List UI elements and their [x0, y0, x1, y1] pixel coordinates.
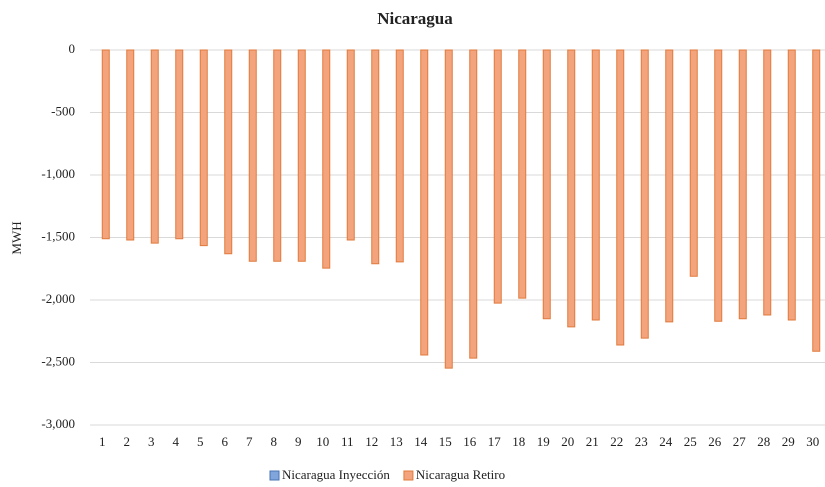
- bar: [787, 49, 796, 321]
- bar: [542, 49, 551, 320]
- x-tick-label: 10: [316, 434, 329, 449]
- x-tick-label: 29: [782, 434, 795, 449]
- chart-title: Nicaragua: [377, 9, 453, 28]
- x-tick-label: 26: [708, 434, 722, 449]
- legend-swatch: [269, 470, 280, 481]
- x-tick-label: 3: [148, 434, 155, 449]
- bar: [665, 49, 674, 323]
- x-tick-label: 16: [463, 434, 477, 449]
- bar: [763, 49, 772, 316]
- bar: [175, 49, 184, 240]
- x-tick-label: 1: [99, 434, 106, 449]
- bar: [126, 49, 135, 241]
- x-tick-label: 14: [414, 434, 428, 449]
- x-tick-label: 13: [390, 434, 403, 449]
- legend-swatch: [403, 470, 414, 481]
- bar: [518, 49, 527, 299]
- x-tick-label: 27: [733, 434, 747, 449]
- bar: [150, 49, 159, 244]
- x-tick-label: 2: [124, 434, 131, 449]
- x-tick-label: 12: [365, 434, 378, 449]
- x-tick-label: 5: [197, 434, 204, 449]
- x-tick-label: 9: [295, 434, 302, 449]
- x-tick-label: 22: [610, 434, 623, 449]
- bar: [248, 49, 257, 262]
- bar: [714, 49, 723, 322]
- x-tick-label: 25: [684, 434, 697, 449]
- y-tick-label: -1,500: [41, 228, 75, 243]
- legend-label: Nicaragua Retiro: [416, 467, 505, 482]
- bar: [224, 49, 233, 255]
- bar: [199, 49, 208, 247]
- x-tick-label: 19: [537, 434, 550, 449]
- x-tick-label: 7: [246, 434, 253, 449]
- x-tick-label: 4: [173, 434, 180, 449]
- bar: [371, 49, 380, 265]
- bar: [395, 49, 404, 263]
- bar: [812, 49, 821, 352]
- bar: [689, 49, 698, 277]
- x-tick-label: 23: [635, 434, 648, 449]
- y-axis-label: MWH: [9, 221, 24, 254]
- bar: [738, 49, 747, 320]
- x-tick-label: 11: [341, 434, 354, 449]
- bar: [444, 49, 453, 369]
- bar: [101, 49, 110, 240]
- x-tick-label: 24: [659, 434, 673, 449]
- y-tick-label: -3,000: [41, 416, 75, 431]
- bar: [469, 49, 478, 359]
- bar: [346, 49, 355, 241]
- x-tick-label: 30: [806, 434, 819, 449]
- bar: [273, 49, 282, 262]
- y-tick-label: -2,500: [41, 353, 75, 368]
- bar: [322, 49, 331, 269]
- y-tick-label: -2,000: [41, 291, 75, 306]
- x-tick-label: 8: [271, 434, 278, 449]
- x-tick-label: 18: [512, 434, 525, 449]
- bar: [640, 49, 649, 339]
- bar: [297, 49, 306, 262]
- x-tick-label: 28: [757, 434, 770, 449]
- bar: [420, 49, 429, 356]
- x-tick-label: 20: [561, 434, 574, 449]
- bar: [616, 49, 625, 346]
- bar: [591, 49, 600, 321]
- y-tick-label: -500: [51, 103, 75, 118]
- legend-label: Nicaragua Inyección: [282, 467, 390, 482]
- bar: [493, 49, 502, 304]
- x-tick-label: 15: [439, 434, 452, 449]
- x-tick-label: 6: [222, 434, 229, 449]
- x-tick-label: 21: [586, 434, 599, 449]
- bar: [567, 49, 576, 328]
- y-tick-label: 0: [69, 41, 76, 56]
- x-tick-label: 17: [488, 434, 502, 449]
- y-tick-label: -1,000: [41, 166, 75, 181]
